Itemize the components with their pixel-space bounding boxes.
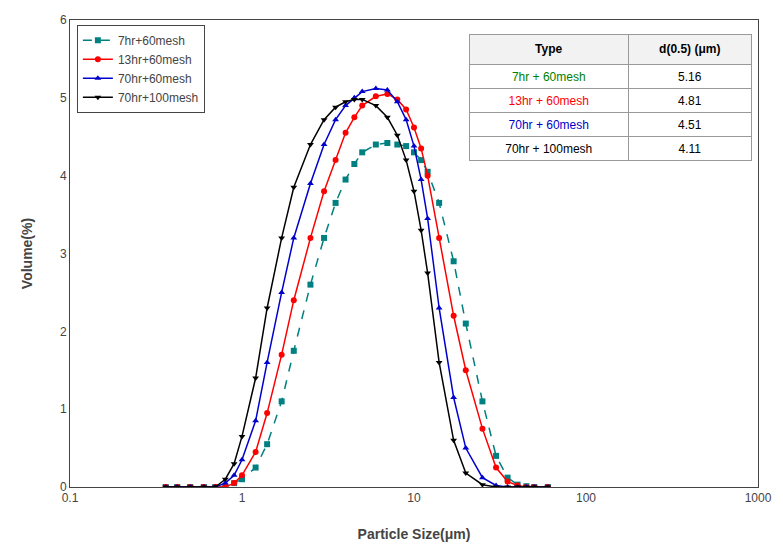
svg-text:5.16: 5.16 xyxy=(678,70,702,84)
svg-text:13hr+60mesh: 13hr+60mesh xyxy=(118,53,192,67)
svg-text:1: 1 xyxy=(60,402,67,416)
svg-text:7hr + 60mesh: 7hr + 60mesh xyxy=(512,70,586,84)
svg-text:70hr+60mesh: 70hr+60mesh xyxy=(118,72,192,86)
svg-text:0.1: 0.1 xyxy=(62,491,79,505)
svg-text:7hr+60mesh: 7hr+60mesh xyxy=(118,34,185,48)
svg-text:70hr + 100mesh: 70hr + 100mesh xyxy=(505,142,592,156)
svg-text:4.11: 4.11 xyxy=(679,142,702,156)
svg-text:Type: Type xyxy=(535,42,562,56)
svg-text:Volume(%): Volume(%) xyxy=(19,218,35,289)
svg-text:70hr + 60mesh: 70hr + 60mesh xyxy=(509,118,589,132)
svg-text:4.51: 4.51 xyxy=(678,118,702,132)
svg-text:2: 2 xyxy=(60,325,67,339)
svg-text:1000: 1000 xyxy=(745,491,772,505)
svg-text:1: 1 xyxy=(239,491,246,505)
svg-text:6: 6 xyxy=(60,13,67,27)
svg-text:70hr+100mesh: 70hr+100mesh xyxy=(118,91,198,105)
svg-text:3: 3 xyxy=(60,247,67,261)
svg-text:Particle Size(μm): Particle Size(μm) xyxy=(358,526,471,542)
svg-text:4: 4 xyxy=(60,169,67,183)
svg-text:5: 5 xyxy=(60,91,67,105)
svg-text:13hr + 60mesh: 13hr + 60mesh xyxy=(509,94,589,108)
svg-text:100: 100 xyxy=(576,491,596,505)
svg-text:10: 10 xyxy=(407,491,421,505)
svg-text:0: 0 xyxy=(60,480,67,494)
svg-text:4.81: 4.81 xyxy=(678,94,702,108)
svg-text:d(0.5) (μm): d(0.5) (μm) xyxy=(659,42,720,56)
